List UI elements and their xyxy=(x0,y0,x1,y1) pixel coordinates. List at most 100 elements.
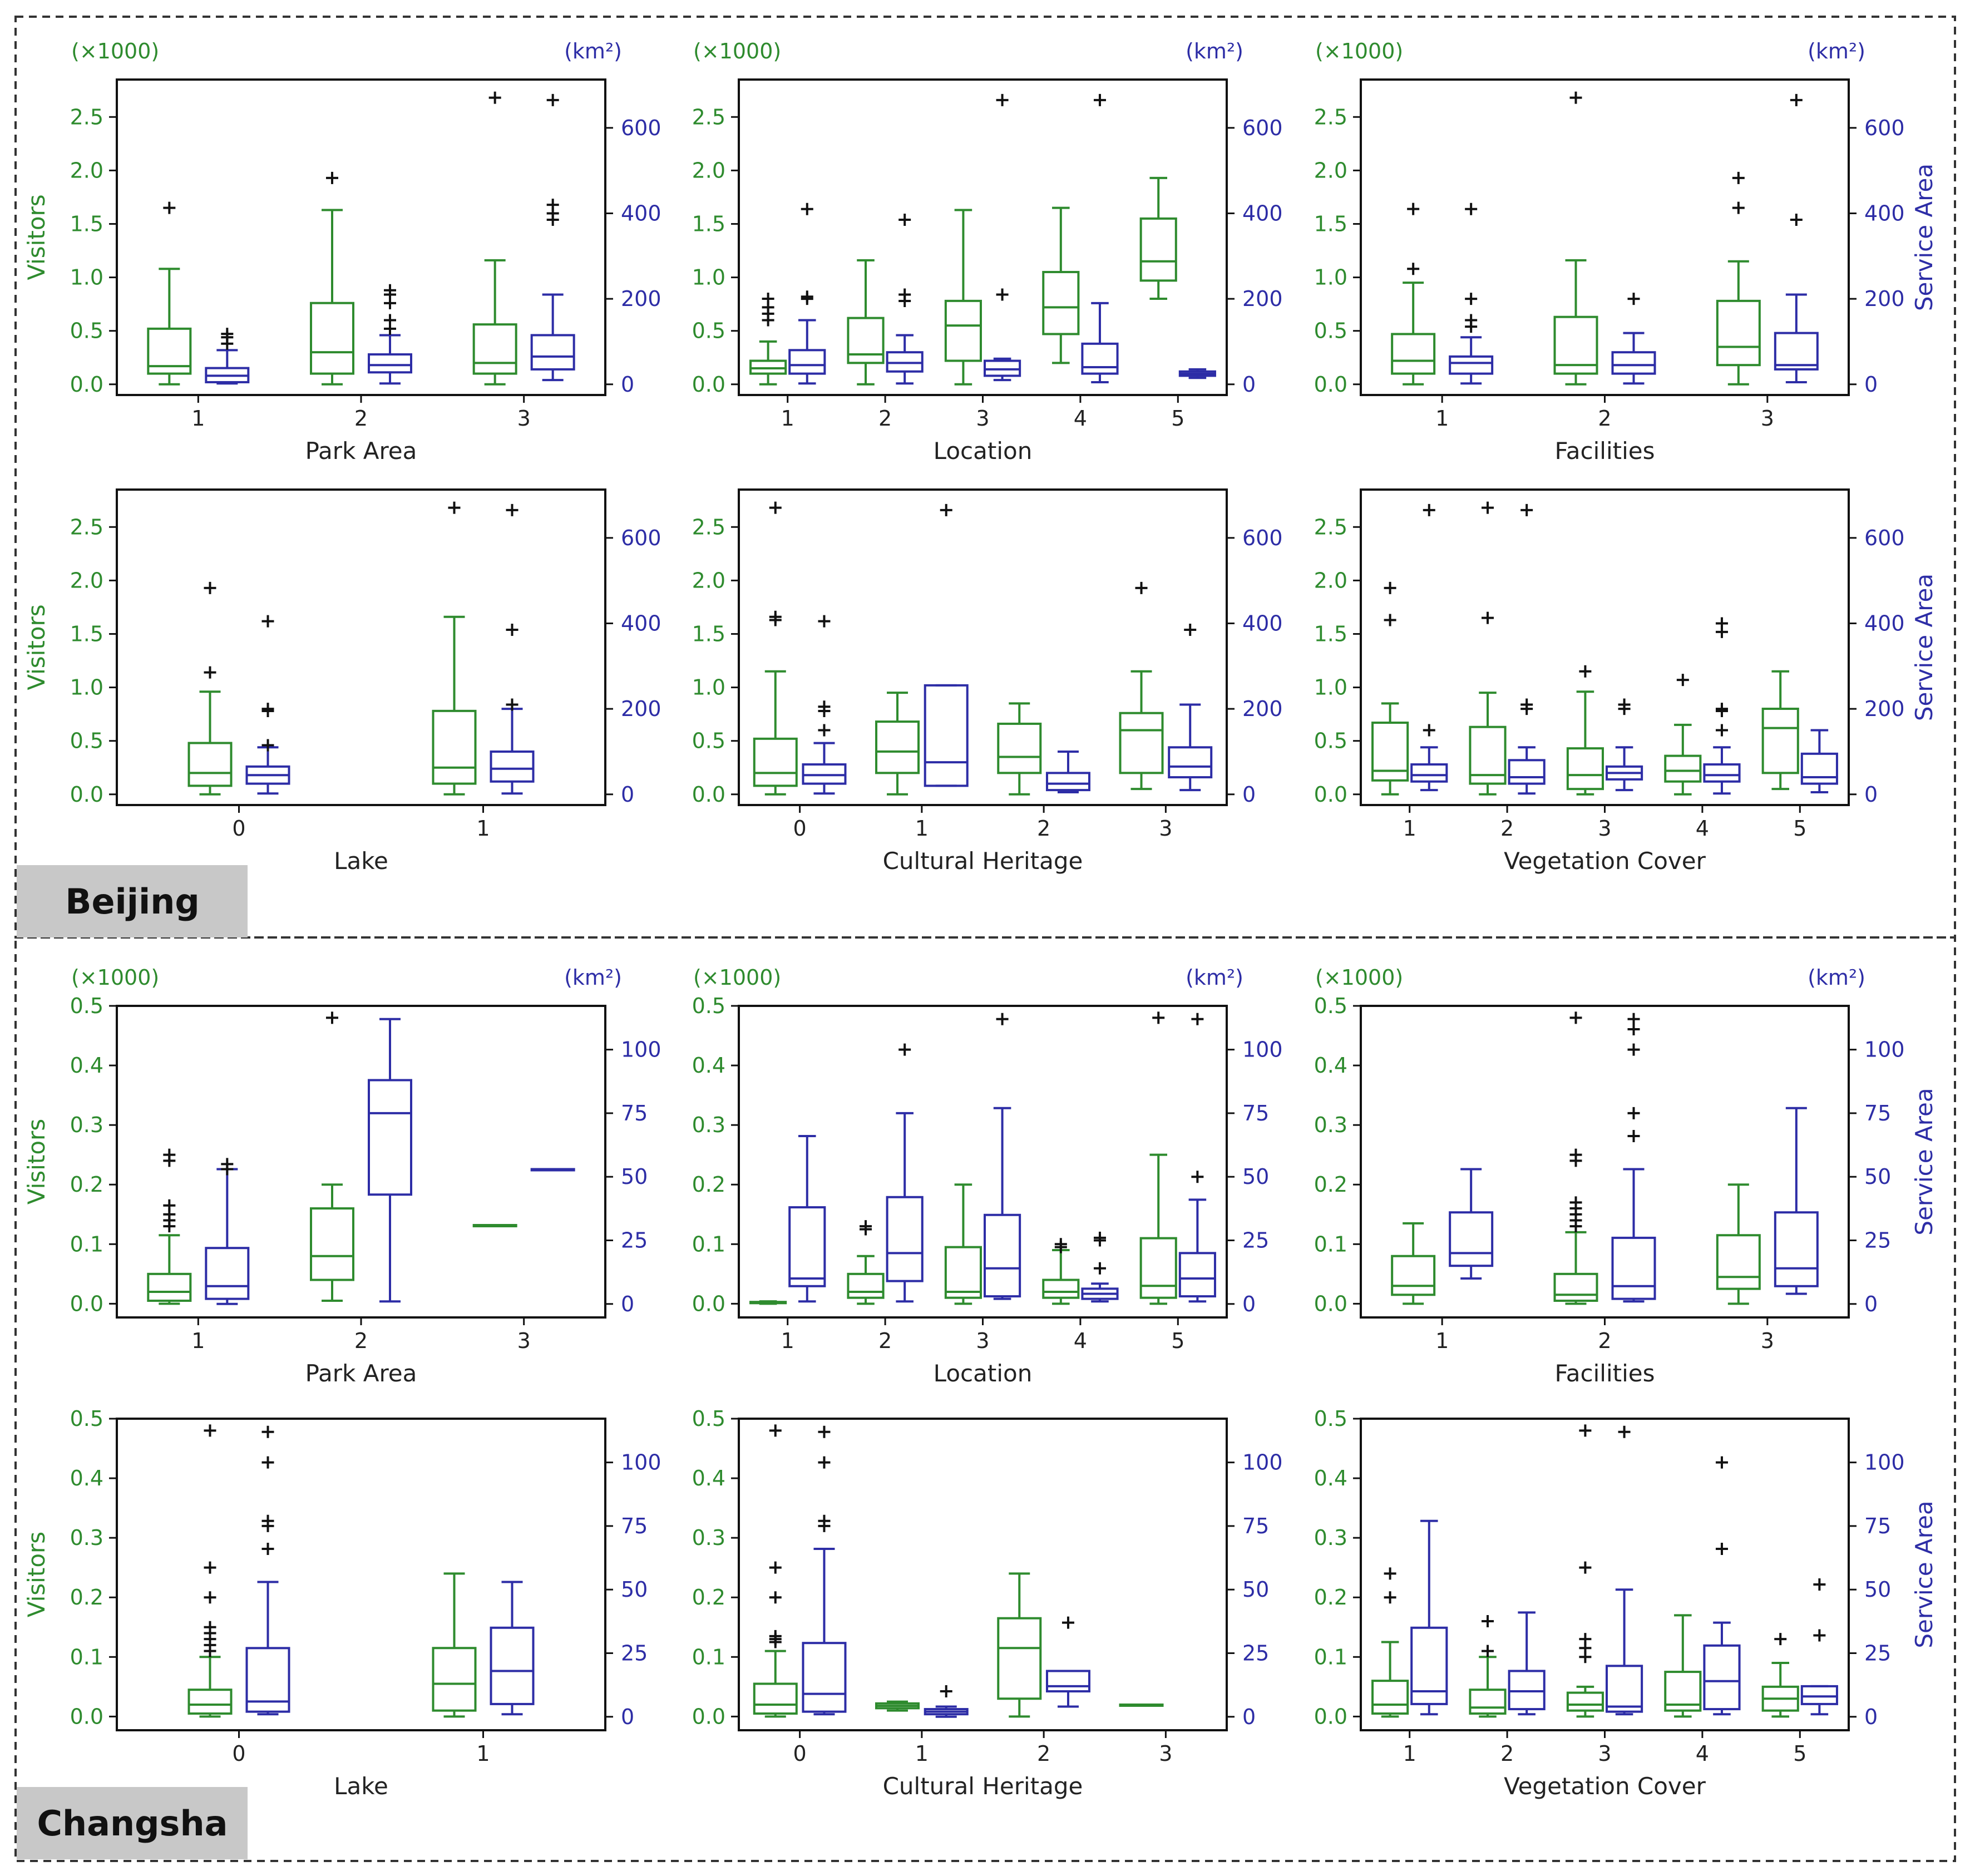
right-tick-label: 600 xyxy=(621,526,661,550)
service-area-box-0 xyxy=(245,1425,290,1716)
flier-marker xyxy=(769,1561,782,1574)
box-iqr xyxy=(1800,752,1838,785)
visitors-unit-label: (×1000) xyxy=(693,965,781,990)
x-tick-label: 1 xyxy=(1403,1741,1416,1766)
service-area-box-1 xyxy=(490,503,535,795)
box-iqr xyxy=(1566,747,1604,791)
visitors-box-1 xyxy=(875,1700,920,1712)
right-tick-label: 0 xyxy=(1242,1292,1256,1316)
visitors-box-1 xyxy=(432,501,477,796)
service-area-box-2 xyxy=(886,1043,924,1303)
panel-changsha-lake: 0.0 0.1 0.2 0.3 0.4 0.5 0 25 50 75 100 0 1 Lake Visito… xyxy=(23,1406,661,1800)
x-axis-label: Lake xyxy=(334,847,388,875)
flier-marker xyxy=(769,1424,782,1437)
left-tick-label: 0.2 xyxy=(692,1172,725,1197)
x-axis-label: Lake xyxy=(334,1773,388,1800)
flier-marker xyxy=(1384,1591,1396,1604)
flier-marker xyxy=(1384,581,1396,594)
panel-changsha-cultural-heritage: 0.0 0.1 0.2 0.3 0.4 0.5 0 25 50 75 100 0 1 2 3 Cultural… xyxy=(692,1406,1283,1800)
right-tick-label: 75 xyxy=(1864,1514,1891,1538)
panel-changsha-facilities: 0.0 0.1 0.2 0.3 0.4 0.5 0 25 50 75 100 1 2 3 Facilitie… xyxy=(1314,965,1938,1387)
flier-marker xyxy=(384,284,396,297)
flier-marker xyxy=(1093,1262,1106,1275)
service-area-box-2 xyxy=(1508,1611,1546,1716)
visitors-unit-label: (×1000) xyxy=(71,39,159,63)
box-iqr xyxy=(1045,1670,1090,1693)
visitors-box-1 xyxy=(1371,581,1409,796)
service-area-box-3 xyxy=(1774,1107,1819,1295)
box-iqr xyxy=(788,1206,826,1287)
flier-marker xyxy=(1465,293,1478,305)
right-tick-label: 400 xyxy=(1864,201,1905,225)
right-tick-label: 200 xyxy=(621,697,661,721)
box-iqr xyxy=(1716,299,1761,367)
x-tick-label: 2 xyxy=(1500,816,1514,841)
flier-marker xyxy=(1732,201,1745,214)
visitors-box-3 xyxy=(1566,1424,1604,1718)
flier-marker xyxy=(1790,93,1803,106)
flier-marker xyxy=(163,1199,176,1212)
box-iqr xyxy=(1553,1272,1598,1302)
left-tick-label: 0.5 xyxy=(692,994,725,1018)
visitors-box-5 xyxy=(1139,1011,1177,1305)
left-tick-label: 0.5 xyxy=(1314,994,1347,1018)
box-iqr xyxy=(1606,1665,1643,1713)
service-area-box-5 xyxy=(1800,1578,1838,1716)
flier-marker xyxy=(1093,93,1106,106)
service-area-unit-label: (km²) xyxy=(1186,965,1243,990)
x-tick-label: 3 xyxy=(1159,816,1172,841)
visitors-box-5 xyxy=(1761,670,1799,791)
right-tick-label: 50 xyxy=(621,1577,648,1602)
box-iqr xyxy=(788,349,826,375)
right-tick-label: 0 xyxy=(621,782,634,807)
right-tick-label: 400 xyxy=(1864,611,1905,635)
service-area-box-0 xyxy=(802,615,847,795)
x-tick-label: 3 xyxy=(1761,406,1774,431)
box-iqr xyxy=(1139,1237,1177,1299)
visitors-box-3 xyxy=(472,91,517,386)
flier-marker xyxy=(1569,1196,1582,1209)
service-area-box-4 xyxy=(1081,1231,1119,1303)
flier-marker xyxy=(1384,614,1396,626)
left-tick-label: 2.0 xyxy=(692,158,725,182)
box-iqr xyxy=(1664,754,1702,783)
x-tick-label: 1 xyxy=(781,406,794,431)
service-area-box-1 xyxy=(490,1581,535,1716)
left-tick-label: 0.1 xyxy=(1314,1232,1347,1256)
flier-marker xyxy=(818,1456,831,1469)
right-tick-label: 75 xyxy=(1242,1514,1269,1538)
box-iqr xyxy=(187,742,233,787)
axes-frame xyxy=(116,488,606,806)
x-axis-label: Vegetation Cover xyxy=(1504,1773,1706,1800)
service-area-box-0 xyxy=(802,1425,847,1716)
service-area-box-2 xyxy=(368,284,412,385)
visitors-box-1 xyxy=(749,293,787,386)
right-tick-label: 600 xyxy=(1864,526,1905,550)
service-area-box-2 xyxy=(368,1018,412,1303)
x-tick-label: 2 xyxy=(1598,406,1611,431)
left-tick-label: 2.5 xyxy=(1314,105,1347,129)
box-iqr xyxy=(472,323,517,375)
flier-marker xyxy=(996,1013,1009,1025)
x-tick-label: 3 xyxy=(1598,1741,1611,1766)
visitors-box-3 xyxy=(472,1224,517,1228)
box-iqr xyxy=(1703,763,1741,783)
service-area-box-2 xyxy=(886,214,924,385)
x-tick-label: 1 xyxy=(191,406,205,431)
box-iqr xyxy=(432,709,477,785)
box-iqr xyxy=(753,737,798,787)
box-iqr xyxy=(1371,1680,1409,1715)
flier-marker xyxy=(1579,1424,1592,1437)
right-tick-label: 200 xyxy=(1242,287,1283,311)
left-tick-label: 0.1 xyxy=(70,1232,103,1256)
visitors-box-1 xyxy=(1391,203,1436,386)
service-area-box-1 xyxy=(205,328,250,385)
flier-marker xyxy=(1191,1013,1204,1025)
right-tick-label: 100 xyxy=(1864,1450,1905,1475)
left-tick-label: 0.5 xyxy=(70,994,103,1018)
x-tick-label: 3 xyxy=(1159,1741,1172,1766)
box-iqr xyxy=(1119,712,1164,774)
left-tick-label: 0.0 xyxy=(1314,372,1347,397)
box-iqr xyxy=(1800,1685,1838,1705)
